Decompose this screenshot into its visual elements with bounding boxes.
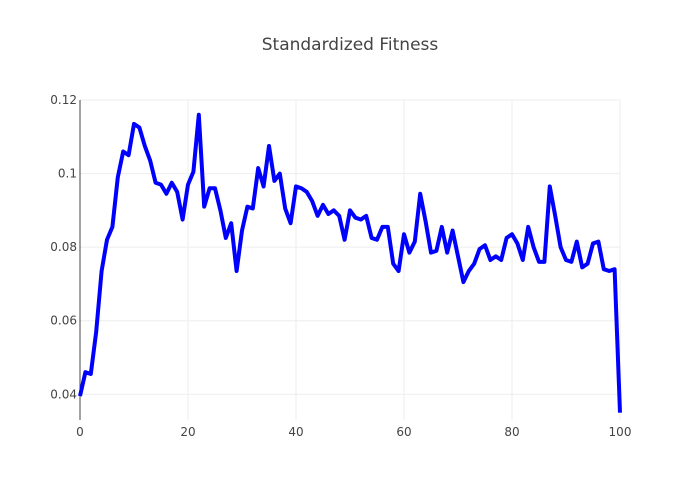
y-tick-label: 0.06 (50, 314, 77, 328)
x-tick-label: 80 (504, 425, 519, 439)
x-tick-label: 60 (396, 425, 411, 439)
y-tick-label: 0.12 (50, 93, 77, 107)
y-tick-label: 0.08 (50, 240, 77, 254)
chart-title: Standardized Fitness (262, 35, 439, 55)
y-tick-label: 0.04 (50, 387, 77, 401)
x-tick-label: 100 (609, 425, 632, 439)
tick-labels: 0.04 0.06 0.08 0.1 0.12 0 20 40 60 80 100 (50, 93, 631, 439)
series-line-0 (78, 112, 622, 413)
x-tick-label: 0 (76, 425, 84, 439)
series-layer (78, 112, 622, 413)
y-tick-label: 0.1 (58, 167, 77, 181)
x-tick-label: 40 (288, 425, 303, 439)
x-tick-label: 20 (180, 425, 195, 439)
